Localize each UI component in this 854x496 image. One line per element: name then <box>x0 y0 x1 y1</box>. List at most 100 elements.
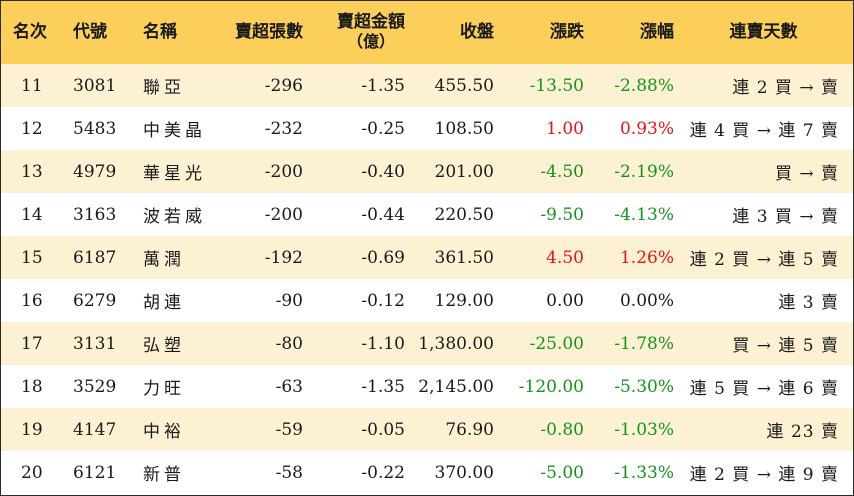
cell-close: 2,145.00 <box>418 376 494 397</box>
cell-close: 201.00 <box>434 161 494 182</box>
cell-net-sell-lots: -192 <box>264 247 303 268</box>
cell-change: -0.80 <box>540 419 584 440</box>
cell-close: 370.00 <box>434 462 494 483</box>
cell-streak: 連 2 買 → 連 5 賣 <box>689 250 839 270</box>
cell-name: 中美晶 <box>143 121 206 141</box>
cell-name: 力旺 <box>143 379 185 399</box>
cell-streak: 連 5 買 → 連 6 賣 <box>689 379 839 399</box>
cell-streak: 連 3 賣 <box>778 293 839 313</box>
cell-change: 0.00 <box>546 290 584 311</box>
table-row: 17 3131 弘塑 -80 -1.10 1,380.00 -25.00 -1.78% 買 → … <box>1 322 853 365</box>
cell-close: 220.50 <box>434 204 494 225</box>
cell-change-pct: 0.00% <box>619 290 674 311</box>
cell-change: -25.00 <box>529 333 584 354</box>
table-row: 16 6279 胡連 -90 -0.12 129.00 0.00 0.00% 連 3 賣 <box>1 279 853 322</box>
cell-change: -5.00 <box>540 462 584 483</box>
cell-close: 1,380.00 <box>418 333 494 354</box>
cell-code: 4979 <box>73 161 117 182</box>
cell-streak: 買 → 連 5 賣 <box>732 336 839 356</box>
cell-code: 6187 <box>73 247 117 268</box>
cell-rank: 14 <box>21 204 43 225</box>
cell-streak: 連 2 買 → 賣 <box>732 78 839 98</box>
cell-name: 新普 <box>143 465 185 485</box>
cell-net-sell-lots: -200 <box>264 204 303 225</box>
cell-change: -4.50 <box>540 161 584 182</box>
cell-rank: 19 <box>21 419 43 440</box>
cell-name: 聯亞 <box>143 78 185 98</box>
cell-net-sell-lots: -59 <box>275 419 303 440</box>
cell-streak: 買 → 賣 <box>774 164 839 184</box>
header-rank: 名次 <box>13 22 47 42</box>
cell-net-sell-amount: -0.69 <box>361 247 405 268</box>
cell-change: -9.50 <box>540 204 584 225</box>
cell-code: 3081 <box>73 75 117 96</box>
cell-change-pct: 0.93% <box>619 118 674 139</box>
header-change-pct: 漲幅 <box>640 22 674 42</box>
cell-net-sell-lots: -296 <box>264 75 303 96</box>
cell-net-sell-amount: -0.22 <box>361 462 405 483</box>
header-streak: 連賣天數 <box>729 22 798 42</box>
cell-rank: 17 <box>21 333 43 354</box>
net-sell-amount-label: 賣超金額 （億） <box>337 12 405 52</box>
table-body: 11 3081 聯亞 -296 -1.35 455.50 -13.50 -2.88% 連 2 買… <box>1 64 853 494</box>
cell-name: 波若威 <box>143 207 206 227</box>
cell-rank: 18 <box>21 376 43 397</box>
header-code: 代號 <box>73 22 107 42</box>
cell-name: 萬潤 <box>143 250 185 270</box>
cell-code: 6121 <box>73 462 117 483</box>
cell-change-pct: -1.03% <box>614 419 674 440</box>
header-row: 名次 代號 名稱 賣超張數 賣超金額 （億） 收盤 漲跌 漲幅 連賣天數 <box>1 1 853 64</box>
cell-change-pct: 1.26% <box>619 247 674 268</box>
header-change: 漲跌 <box>550 22 584 42</box>
cell-change-pct: -5.30% <box>614 376 674 397</box>
cell-change-pct: -2.88% <box>614 75 674 96</box>
cell-change-pct: -4.13% <box>614 204 674 225</box>
cell-streak: 連 3 買 → 賣 <box>732 207 839 227</box>
cell-streak: 連 4 買 → 連 7 賣 <box>689 121 839 141</box>
cell-rank: 15 <box>21 247 43 268</box>
cell-net-sell-lots: -200 <box>264 161 303 182</box>
cell-code: 3131 <box>73 333 117 354</box>
cell-streak: 連 2 買 → 連 9 賣 <box>689 465 839 485</box>
cell-net-sell-amount: -1.35 <box>361 376 405 397</box>
cell-net-sell-amount: -0.40 <box>361 161 405 182</box>
cell-name: 弘塑 <box>143 336 185 356</box>
table-row: 15 6187 萬潤 -192 -0.69 361.50 4.50 1.26% 連 2 買 → … <box>1 236 853 279</box>
cell-code: 3163 <box>73 204 117 225</box>
cell-close: 76.90 <box>445 419 494 440</box>
table-row: 11 3081 聯亞 -296 -1.35 455.50 -13.50 -2.88% 連 2 買… <box>1 64 853 107</box>
net-sell-amount-line1: 賣超金額 <box>337 12 405 32</box>
header-net-sell-amount: 賣超金額 （億） <box>303 1 405 64</box>
header-close: 收盤 <box>460 22 494 42</box>
cell-code: 4147 <box>73 419 117 440</box>
header-net-sell-lots: 賣超張數 <box>235 22 303 42</box>
cell-net-sell-lots: -58 <box>275 462 303 483</box>
cell-name: 胡連 <box>143 293 185 313</box>
cell-rank: 20 <box>21 462 43 483</box>
cell-change-pct: -2.19% <box>614 161 674 182</box>
cell-code: 3529 <box>73 376 117 397</box>
cell-net-sell-amount: -1.35 <box>361 75 405 96</box>
cell-net-sell-amount: -0.05 <box>361 419 405 440</box>
cell-code: 5483 <box>73 118 117 139</box>
cell-change: 1.00 <box>546 118 584 139</box>
net-sell-amount-unit: （億） <box>346 32 395 51</box>
table-row: 13 4979 華星光 -200 -0.40 201.00 -4.50 -2.19% 買 → 賣 <box>1 150 853 193</box>
table-row: 19 4147 中裕 -59 -0.05 76.90 -0.80 -1.03% 連 23 賣 <box>1 408 853 451</box>
cell-change-pct: -1.33% <box>614 462 674 483</box>
cell-net-sell-lots: -63 <box>275 376 303 397</box>
cell-change: -120.00 <box>518 376 584 397</box>
cell-net-sell-amount: -0.25 <box>361 118 405 139</box>
cell-net-sell-amount: -0.12 <box>361 290 405 311</box>
cell-close: 361.50 <box>434 247 494 268</box>
cell-name: 華星光 <box>143 164 206 184</box>
cell-net-sell-lots: -232 <box>264 118 303 139</box>
cell-rank: 16 <box>21 290 43 311</box>
cell-change: -13.50 <box>529 75 584 96</box>
cell-close: 455.50 <box>434 75 494 96</box>
table-header: 名次 代號 名稱 賣超張數 賣超金額 （億） 收盤 漲跌 漲幅 連賣天數 <box>1 1 853 64</box>
cell-change-pct: -1.78% <box>614 333 674 354</box>
cell-change: 4.50 <box>546 247 584 268</box>
